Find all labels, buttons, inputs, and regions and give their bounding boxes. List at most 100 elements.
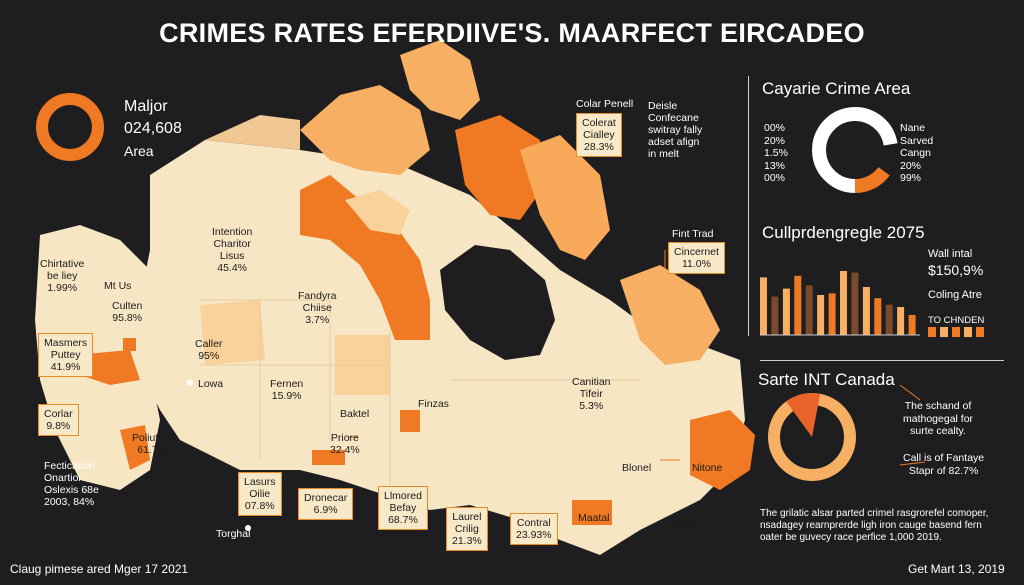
label-line: 68.7% <box>388 514 418 526</box>
bars-legend-text: TO CHNDEN <box>928 315 985 326</box>
footer-left: Claug pimese ared Mger 17 2021 <box>10 562 189 576</box>
prairie-region <box>200 300 265 365</box>
label-line: Lasurs <box>244 476 276 488</box>
label-line: 41.9% <box>50 361 81 373</box>
bar <box>874 298 882 335</box>
label-line: 15.9% <box>271 390 302 402</box>
label-line: Culten <box>112 300 143 312</box>
legend-swatch <box>964 327 972 337</box>
hudson-bay <box>440 245 555 360</box>
callout-colar: Colar Penell <box>576 98 633 110</box>
label-line: Oilie <box>249 488 271 500</box>
label-line: Fandyra <box>298 290 337 302</box>
label-line: Canday <box>672 518 709 530</box>
label-line: Cialley <box>583 129 615 141</box>
bar <box>897 307 905 335</box>
note-line: The grilatic alsar parted crimel rasgror… <box>760 508 989 519</box>
callout-deisle: Deisle Confecane switray fally adset afi… <box>648 100 702 160</box>
note-line: mathogegal for <box>903 412 974 425</box>
legend-swatch <box>976 327 984 337</box>
note-line: Call is of Fantaye <box>903 452 985 464</box>
label-fernen: Fernen 15.9% <box>270 378 303 402</box>
label-line: 5.3% <box>579 400 604 412</box>
arctic-island-4 <box>520 135 610 260</box>
maatal-region <box>572 500 612 525</box>
panel-divider <box>760 360 1004 361</box>
note-line: oater be guvecy race perfice 1,000 2019. <box>760 532 942 543</box>
label-canitian: Canitian Tifeir 5.3% <box>572 376 611 412</box>
label-line: Oslexis 68e <box>44 484 99 496</box>
label-line: Colar Penell <box>576 98 634 110</box>
arctic-island-3 <box>455 115 545 220</box>
panel-divider-vertical <box>748 76 749 336</box>
bar <box>862 287 870 335</box>
major-stat-value: 024,608 <box>124 120 182 137</box>
mt-us-marker <box>123 338 136 351</box>
bar-chart <box>760 271 920 336</box>
label-line: 32.4% <box>330 444 360 456</box>
donut1-label: Nane <box>900 122 926 134</box>
label-line: Mt Us <box>104 280 132 292</box>
label-line: 3.7% <box>305 314 330 326</box>
label-line: Finzas <box>418 398 449 410</box>
arctic-island-1 <box>300 85 430 175</box>
label-line: Priore <box>330 432 359 444</box>
label-line: Onartior <box>44 472 82 484</box>
finzas-region <box>400 410 420 432</box>
label-line: Deisle <box>648 100 678 112</box>
label-nitone: Nitone <box>692 462 722 474</box>
pin-lowa <box>187 380 193 386</box>
ontario-small-region <box>312 450 345 465</box>
donut1-value: 1.5% <box>764 147 788 159</box>
note-line: nsadagey rearnprerde ligh iron cauge bas… <box>760 520 982 531</box>
callout-fint-trad: Fint Trad <box>672 228 713 240</box>
donut2-note2: Call is of Fantaye Stapr of 82.7% <box>903 452 984 477</box>
atlantic-region <box>690 410 755 490</box>
label-mt-us: Mt Us <box>104 280 131 292</box>
label-line: 45.4% <box>217 262 248 274</box>
label-priore: Priore 32.4% <box>330 432 360 456</box>
bar <box>805 285 813 335</box>
mainland-region <box>140 140 745 555</box>
callout-llmored: Llmored Befay 68.7% <box>378 486 428 530</box>
label-fandyra: Fandyra Chiise 3.7% <box>298 290 337 326</box>
label-line: Intention <box>212 226 253 238</box>
label-line: Caller <box>195 338 223 350</box>
label-baktel: Baktel <box>340 408 369 420</box>
label-line: Befay <box>389 502 417 514</box>
label-line: 9.8% <box>46 420 71 432</box>
label-line: Fernen <box>270 378 304 390</box>
bars-side-label2: Coling Atre <box>928 288 982 301</box>
bar <box>908 315 916 335</box>
label-finzas: Finzas <box>418 398 449 410</box>
label-fectication: Fectication Onartior Oslexis 68e 2003, 8… <box>44 460 99 508</box>
label-line: Puttey <box>50 349 81 361</box>
label-line: Blonel <box>622 462 652 474</box>
label-lowa: Lowa <box>198 378 223 390</box>
bars-side-label: Wall intal <box>928 248 973 260</box>
donut1-value: 00% <box>764 172 786 184</box>
major-stat-area: Area <box>124 143 154 159</box>
nunavut-region <box>300 175 430 340</box>
label-line: 6.9% <box>313 504 338 516</box>
donut2-wedge <box>786 393 821 437</box>
bar <box>760 277 767 335</box>
legend-swatch <box>928 327 936 337</box>
label-line: Confecane <box>648 112 699 124</box>
label-line: 21.3% <box>452 535 482 547</box>
legend-swatch <box>940 327 948 337</box>
donut2-chart <box>768 393 856 481</box>
label-line: in melt <box>648 148 679 160</box>
donut1-value: 13% <box>764 159 786 172</box>
label-poliution: Poliution 61.7% <box>132 432 172 456</box>
label-line: Chiise <box>302 302 332 314</box>
bar <box>840 271 847 335</box>
donut1-label: Cangn <box>900 147 931 159</box>
donut1-value: 20% <box>764 134 786 147</box>
legend-swatch <box>952 327 960 337</box>
note-line: Stapr of 82.7% <box>908 464 979 477</box>
label-line: 2003, 84% <box>44 496 95 508</box>
label-line: Baktel <box>340 408 370 420</box>
bar <box>885 304 893 335</box>
